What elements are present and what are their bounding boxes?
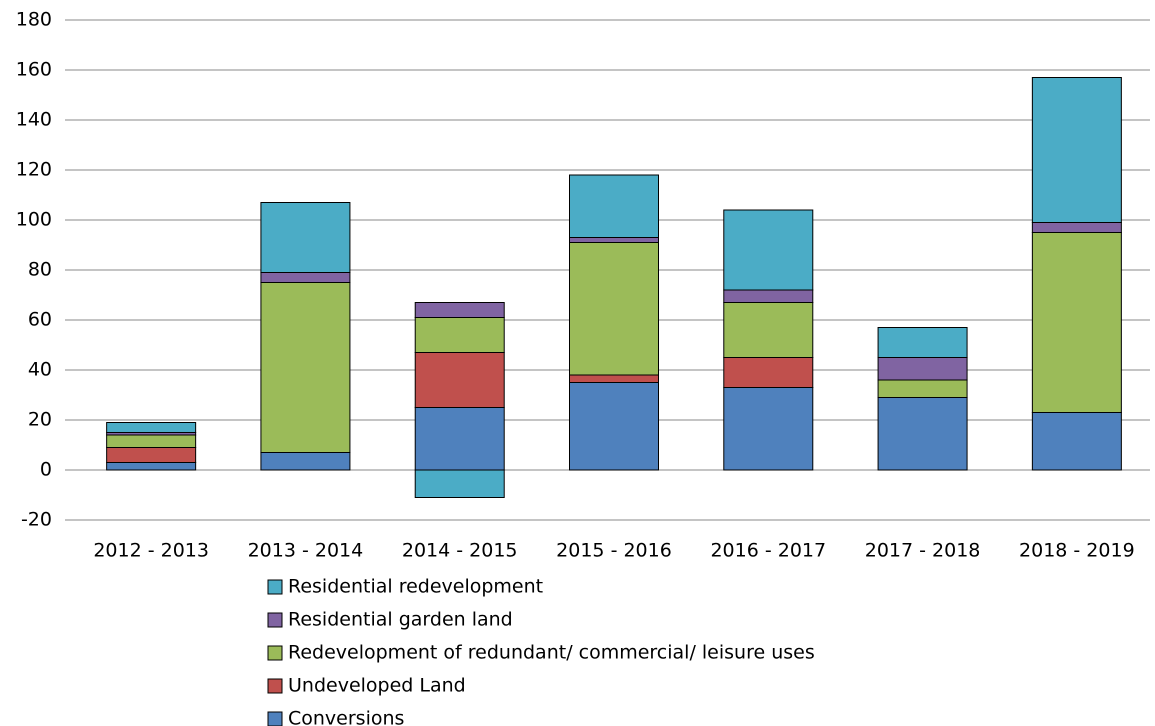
bar-segment xyxy=(414,469,505,498)
bar-segment xyxy=(414,317,505,353)
legend-swatch xyxy=(267,612,283,628)
bar-segment xyxy=(1031,232,1122,413)
bar-segment xyxy=(723,289,814,303)
y-tick-label: 160 xyxy=(16,59,52,81)
bar-segment xyxy=(569,382,659,471)
bar-segment xyxy=(414,352,505,408)
bar-segment xyxy=(1031,77,1122,223)
x-tick-label: 2012 - 2013 xyxy=(93,540,209,562)
bar-segment xyxy=(569,174,659,238)
y-tick-label: 60 xyxy=(28,309,52,331)
x-tick-label: 2017 - 2018 xyxy=(865,540,981,562)
x-tick-label: 2013 - 2014 xyxy=(248,540,364,562)
bar-segment xyxy=(106,422,197,433)
legend-swatch xyxy=(267,645,283,661)
y-tick-label: -20 xyxy=(21,509,52,531)
bar-segment xyxy=(260,272,351,283)
bar-segment xyxy=(569,237,659,243)
legend-swatch xyxy=(267,678,283,694)
bar-segment xyxy=(723,387,814,471)
y-tick-label: 0 xyxy=(40,459,52,481)
bar-segment xyxy=(106,434,197,448)
legend-label: Redevelopment of redundant/ commercial/ … xyxy=(288,642,815,664)
bar-segment xyxy=(877,379,968,398)
bar-segment xyxy=(877,397,968,471)
legend-swatch xyxy=(267,579,283,595)
legend-label: Conversions xyxy=(288,708,404,726)
y-tick-label: 140 xyxy=(16,109,52,131)
bar-segment xyxy=(723,209,814,291)
legend-label: Residential garden land xyxy=(288,609,513,631)
bar-segment xyxy=(106,447,197,463)
bar-segment xyxy=(877,327,968,358)
bar-segment xyxy=(260,202,351,273)
bar-segment xyxy=(877,357,968,381)
bar-segment xyxy=(1031,412,1122,471)
legend-label: Undeveloped Land xyxy=(288,675,466,697)
bar-segment xyxy=(414,407,505,471)
bar-segment xyxy=(1031,222,1122,233)
bar-segment xyxy=(260,452,351,471)
y-tick-label: 120 xyxy=(16,159,52,181)
x-tick-label: 2014 - 2015 xyxy=(402,540,518,562)
bar-segment xyxy=(569,374,659,383)
y-tick-label: 100 xyxy=(16,209,52,231)
bar-segment xyxy=(723,357,814,388)
bar-segment xyxy=(414,302,505,318)
legend-swatch xyxy=(267,711,283,726)
x-tick-label: 2016 - 2017 xyxy=(710,540,826,562)
y-tick-label: 40 xyxy=(28,359,52,381)
x-tick-label: 2018 - 2019 xyxy=(1019,540,1135,562)
bar-segment xyxy=(569,242,659,376)
bar-segment xyxy=(106,462,197,471)
y-tick-label: 20 xyxy=(28,409,52,431)
y-tick-label: 80 xyxy=(28,259,52,281)
legend-label: Residential redevelopment xyxy=(288,576,543,598)
bar-segment xyxy=(260,282,351,453)
x-tick-label: 2015 - 2016 xyxy=(556,540,672,562)
y-tick-label: 180 xyxy=(16,9,52,31)
bar-segment xyxy=(723,302,814,358)
